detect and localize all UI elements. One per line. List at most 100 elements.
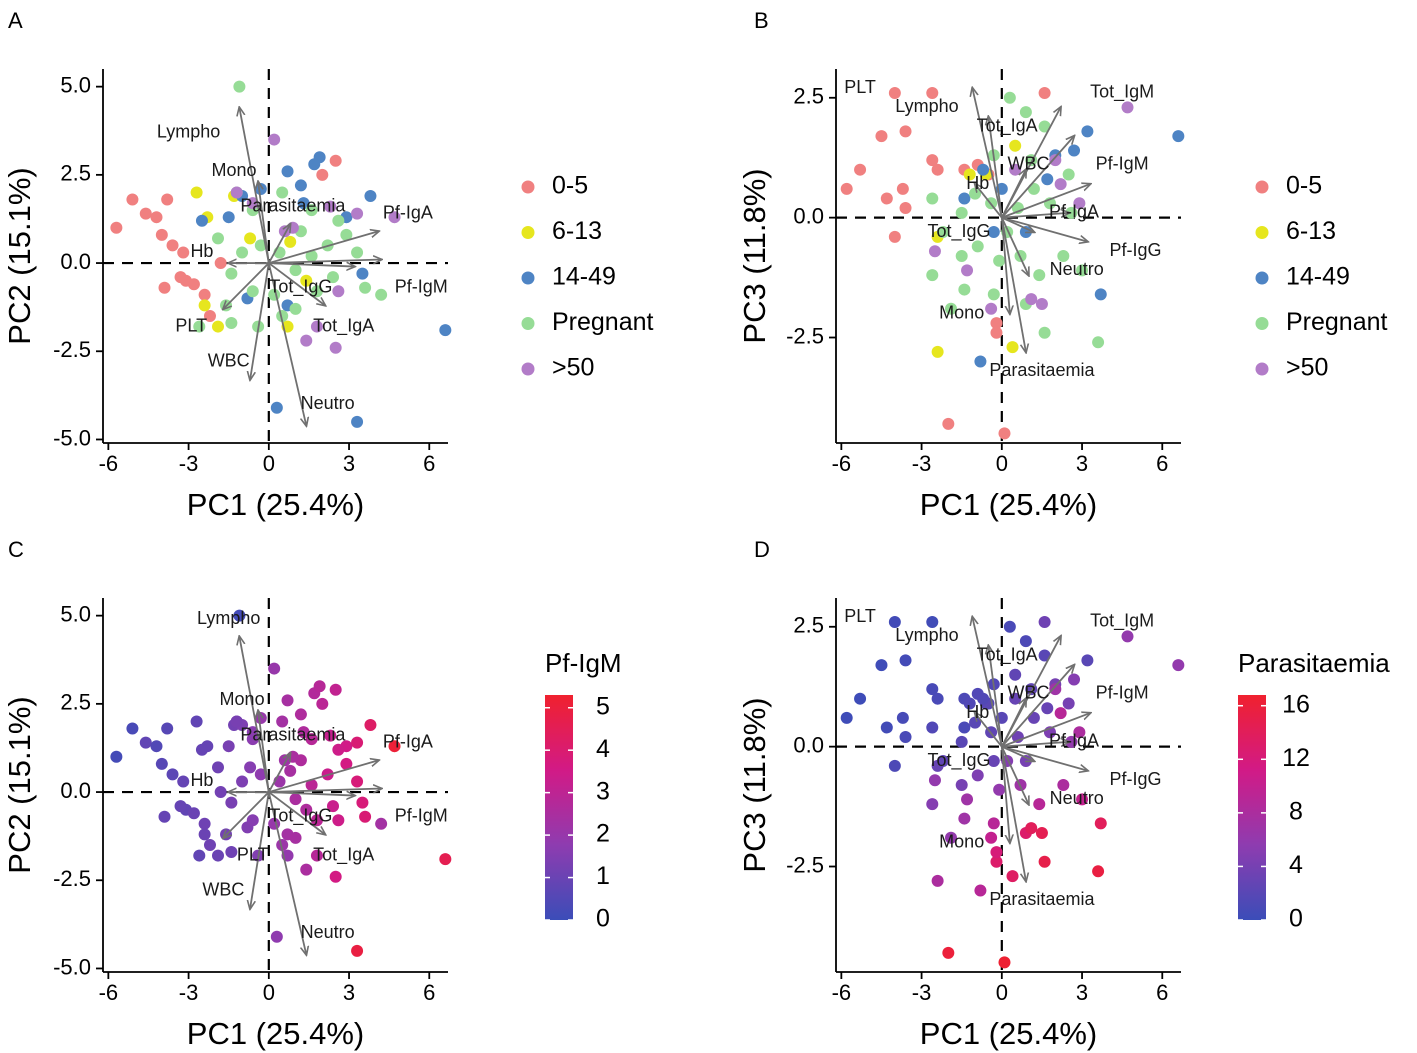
loading-vector-neutro xyxy=(1000,217,1029,276)
data-point xyxy=(214,257,227,270)
data-point xyxy=(961,264,974,277)
vector-label: PLT xyxy=(844,77,876,97)
data-point xyxy=(1094,288,1107,301)
loading-vector-parasitaemia xyxy=(268,753,290,793)
points-layer xyxy=(110,609,452,957)
vector-label: Neutro xyxy=(1050,259,1104,279)
legend: Parasitaemia 0 4 8 12 16 xyxy=(1238,648,1390,933)
data-point xyxy=(388,740,401,753)
data-point xyxy=(276,309,289,322)
legend-swatch xyxy=(1255,226,1269,239)
legend-swatch xyxy=(1255,180,1269,194)
colorbar-tick-label: 2 xyxy=(596,820,610,848)
data-point xyxy=(971,240,984,253)
data-point xyxy=(958,192,971,205)
data-point xyxy=(998,956,1011,969)
data-point xyxy=(1062,168,1075,181)
legend-swatch xyxy=(1255,317,1269,330)
data-point xyxy=(233,80,246,93)
loading-vector-hb xyxy=(975,713,1003,748)
data-point xyxy=(955,250,968,262)
data-point xyxy=(926,154,939,167)
data-point xyxy=(928,774,941,787)
data-point xyxy=(329,154,342,167)
data-point xyxy=(1081,654,1094,667)
x-tick-label: 3 xyxy=(343,451,355,476)
data-point xyxy=(1038,120,1051,133)
legend-label: Pregnant xyxy=(552,308,654,336)
legend-title: Pf-IgM xyxy=(545,648,622,678)
loading-vector-wbc xyxy=(250,791,270,908)
y-tick-label: 0.0 xyxy=(60,778,91,803)
vector-label: Pf-IgM xyxy=(1096,154,1149,174)
vector-label: WBC xyxy=(202,880,244,900)
data-point xyxy=(990,846,1003,859)
colorbar-tick-label: 16 xyxy=(1282,690,1310,718)
vector-label: Lympho xyxy=(895,96,958,116)
y-axis-title: PC3 (11.8%) xyxy=(737,168,772,343)
data-point xyxy=(359,810,372,823)
vector-label: Tot_IgM xyxy=(1090,82,1154,103)
data-point xyxy=(193,849,206,862)
data-point xyxy=(888,615,901,628)
legend-swatch xyxy=(521,180,535,194)
x-tick-label: -6 xyxy=(832,451,852,476)
data-point xyxy=(931,874,944,887)
vector-label: Parasitaemia xyxy=(240,724,346,744)
data-point xyxy=(356,267,369,280)
data-point xyxy=(896,711,909,724)
loading-vector-pf-iga xyxy=(268,231,379,264)
vectors-layer xyxy=(223,637,381,955)
data-point xyxy=(166,768,179,781)
loading-vector-mono xyxy=(258,182,270,264)
colorbar xyxy=(1238,695,1266,920)
data-point xyxy=(110,221,123,234)
data-point xyxy=(332,285,345,298)
data-point xyxy=(316,697,329,710)
data-point xyxy=(166,239,179,252)
vector-label: Pf-IgM xyxy=(395,277,448,297)
data-point xyxy=(990,317,1003,330)
data-point xyxy=(230,186,243,199)
data-point xyxy=(1073,726,1086,739)
data-point xyxy=(126,722,139,735)
data-point xyxy=(1041,702,1054,715)
x-tick-label: -6 xyxy=(832,980,852,1005)
data-point xyxy=(1006,341,1019,354)
data-point xyxy=(1019,106,1032,119)
vector-label: WBC xyxy=(1008,154,1050,174)
y-tick-label: 5.0 xyxy=(60,72,91,97)
loading-vector-pf-iga xyxy=(268,760,379,793)
data-point xyxy=(276,715,289,728)
data-point xyxy=(313,680,326,693)
data-point xyxy=(177,775,190,788)
x-tick-label: 3 xyxy=(1076,451,1088,476)
legend-label: 14-49 xyxy=(1286,263,1350,291)
data-point xyxy=(313,151,326,164)
loading-vector-wbc xyxy=(1001,170,1026,219)
data-point xyxy=(332,214,345,227)
data-point xyxy=(284,235,297,248)
legend-swatch xyxy=(1255,362,1269,376)
loading-vector-pf-igm xyxy=(1001,184,1090,219)
vectors-layer xyxy=(972,617,1090,881)
data-point xyxy=(327,800,339,813)
legend-swatch xyxy=(521,317,535,330)
loading-vector-tot-iga xyxy=(1001,136,1074,219)
legend-title: Parasitaemia xyxy=(1238,648,1390,678)
data-point xyxy=(161,722,174,735)
x-axis-title: PC1 (25.4%) xyxy=(187,1016,364,1051)
vector-label: Pf-IgA xyxy=(1049,731,1099,751)
data-point xyxy=(297,726,310,739)
x-tick-label: -6 xyxy=(99,980,119,1005)
vector-label: Lympho xyxy=(157,121,220,141)
data-point xyxy=(1057,250,1070,262)
data-point xyxy=(270,930,283,943)
data-point xyxy=(364,719,377,732)
loading-vector-tot-iga xyxy=(268,262,325,305)
x-tick-label: 6 xyxy=(423,980,435,1005)
loading-vector-tot-iga xyxy=(1001,665,1074,748)
data-point xyxy=(1049,683,1062,696)
data-point xyxy=(289,831,302,844)
data-point xyxy=(327,271,339,284)
